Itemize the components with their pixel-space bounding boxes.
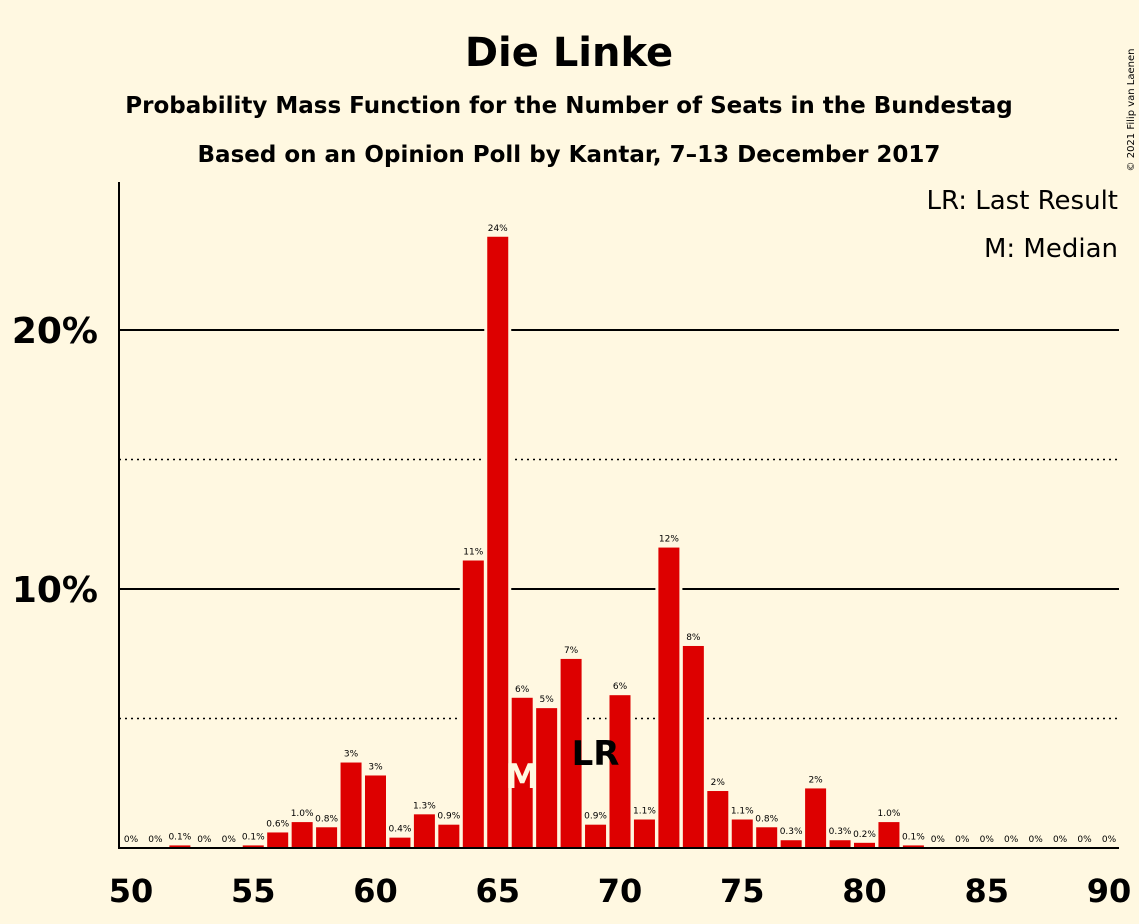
bar-seat-58: [316, 827, 338, 848]
bar-label-seat-73: 8%: [686, 633, 701, 643]
bar-seat-74: [707, 791, 729, 848]
bar-label-seat-82: 0.1%: [902, 832, 925, 842]
gridlines: [119, 329, 1119, 720]
bar-seat-61: [389, 837, 411, 848]
median-marker: M: [505, 757, 539, 797]
copyright-text: © 2021 Filip van Laenen: [1126, 49, 1137, 172]
x-tick-label: 60: [353, 872, 398, 910]
bar-seat-79: [829, 840, 851, 848]
legend-last-result: LR: Last Result: [926, 186, 1118, 216]
last-result-marker: LR: [572, 734, 620, 774]
bar-label-seat-77: 0.3%: [780, 827, 803, 837]
bar-seat-59: [340, 762, 362, 848]
y-tick-label: 10%: [12, 570, 98, 611]
chart-subtitle-2: Based on an Opinion Poll by Kantar, 7–13…: [198, 142, 941, 168]
bar-label-seat-69: 0.9%: [584, 812, 607, 822]
bar-label-seat-68: 7%: [564, 646, 579, 656]
bar-label-seat-85: 0%: [980, 835, 995, 845]
bar-seat-55: [242, 845, 264, 848]
legend-median: M: Median: [984, 234, 1118, 264]
bar-label-seat-50: 0%: [124, 835, 139, 845]
bar-seat-56: [267, 832, 289, 848]
x-tick-label: 75: [720, 872, 765, 910]
x-tick-label: 90: [1087, 872, 1132, 910]
bar-seat-63: [438, 824, 460, 848]
y-tick-labels: 10% 20%: [12, 311, 98, 611]
bar-label-seat-64: 11%: [463, 548, 483, 558]
bar-label-seat-80: 0.2%: [853, 830, 876, 840]
bar-seat-78: [805, 788, 827, 848]
bar-seat-62: [413, 814, 435, 848]
x-tick-label: 50: [109, 872, 154, 910]
bar-seat-77: [780, 840, 802, 848]
bar-label-seat-57: 1.0%: [291, 809, 314, 819]
bar-label-seat-79: 0.3%: [829, 827, 852, 837]
bar-label-seat-71: 1.1%: [633, 807, 656, 817]
y-tick-label: 20%: [12, 311, 98, 352]
bar-label-seat-62: 1.3%: [413, 801, 436, 811]
bar-label-seat-72: 12%: [659, 535, 679, 545]
bar-seat-67: [536, 708, 558, 848]
x-tick-label: 55: [231, 872, 276, 910]
bar-label-seat-87: 0%: [1029, 835, 1044, 845]
bar-label-seat-52: 0.1%: [168, 832, 191, 842]
bar-label-seat-84: 0%: [955, 835, 970, 845]
bar-seat-65: [487, 236, 509, 848]
chart-subtitle-1: Probability Mass Function for the Number…: [125, 93, 1012, 119]
bar-label-seat-67: 5%: [540, 695, 555, 705]
bar-seat-66: [511, 697, 533, 848]
bar-label-seat-53: 0%: [197, 835, 212, 845]
bar-seat-70: [609, 695, 631, 848]
bars: [166, 233, 927, 848]
bar-halo: [166, 842, 194, 848]
bar-seat-69: [585, 824, 607, 848]
x-tick-label: 85: [964, 872, 1009, 910]
bar-label-seat-59: 3%: [344, 750, 359, 760]
bar-label-seat-74: 2%: [711, 778, 726, 788]
bar-seat-60: [365, 775, 386, 848]
bar-label-seat-89: 0%: [1077, 835, 1092, 845]
x-tick-label: 65: [475, 872, 520, 910]
bar-label-seat-66: 6%: [515, 685, 530, 695]
bar-label-seat-78: 2%: [808, 775, 823, 785]
bar-labels: 0% 0% 0.1% 0% 0% 0.1%0.6%1.0%0.8%3%3%0.4%1.3%…: [124, 224, 1117, 845]
bar-label-seat-60: 3%: [368, 762, 383, 772]
x-tick-labels: 50 55 60 65 70 75 80 85 90: [109, 872, 1132, 910]
bar-label-seat-55: 0.1%: [242, 832, 265, 842]
bar-label-seat-65: 24%: [488, 224, 508, 234]
bar-seat-73: [682, 645, 704, 848]
bar-label-seat-76: 0.8%: [755, 814, 778, 824]
markers: M LR: [505, 734, 619, 797]
bar-seat-52: [169, 845, 191, 848]
bar-label-seat-83: 0%: [931, 835, 946, 845]
bar-seat-72: [658, 547, 680, 848]
bar-label-seat-58: 0.8%: [315, 814, 338, 824]
bar-seat-80: [854, 842, 875, 848]
bar-label-seat-54: 0%: [222, 835, 237, 845]
bar-label-seat-51: 0%: [148, 835, 163, 845]
bar-halo: [899, 842, 927, 848]
bar-seat-81: [878, 822, 900, 848]
bar-seat-75: [731, 819, 753, 848]
bar-seat-57: [291, 822, 313, 848]
bar-label-seat-61: 0.4%: [389, 825, 412, 835]
bar-seat-82: [902, 845, 924, 848]
x-tick-label: 70: [598, 872, 643, 910]
x-tick-label: 80: [842, 872, 887, 910]
bar-label-seat-88: 0%: [1053, 835, 1068, 845]
bar-label-seat-56: 0.6%: [266, 819, 289, 829]
chart-title: Die Linke: [465, 30, 673, 76]
bar-halo: [239, 842, 267, 848]
bar-label-seat-70: 6%: [613, 682, 628, 692]
bar-label-seat-75: 1.1%: [731, 807, 754, 817]
bar-seat-76: [756, 827, 778, 848]
bar-label-seat-81: 1.0%: [878, 809, 901, 819]
bar-seat-64: [462, 560, 484, 848]
bar-label-seat-63: 0.9%: [437, 812, 460, 822]
bar-label-seat-86: 0%: [1004, 835, 1019, 845]
bar-label-seat-90: 0%: [1102, 835, 1117, 845]
bar-seat-68: [560, 658, 582, 848]
bar-seat-71: [633, 819, 655, 848]
